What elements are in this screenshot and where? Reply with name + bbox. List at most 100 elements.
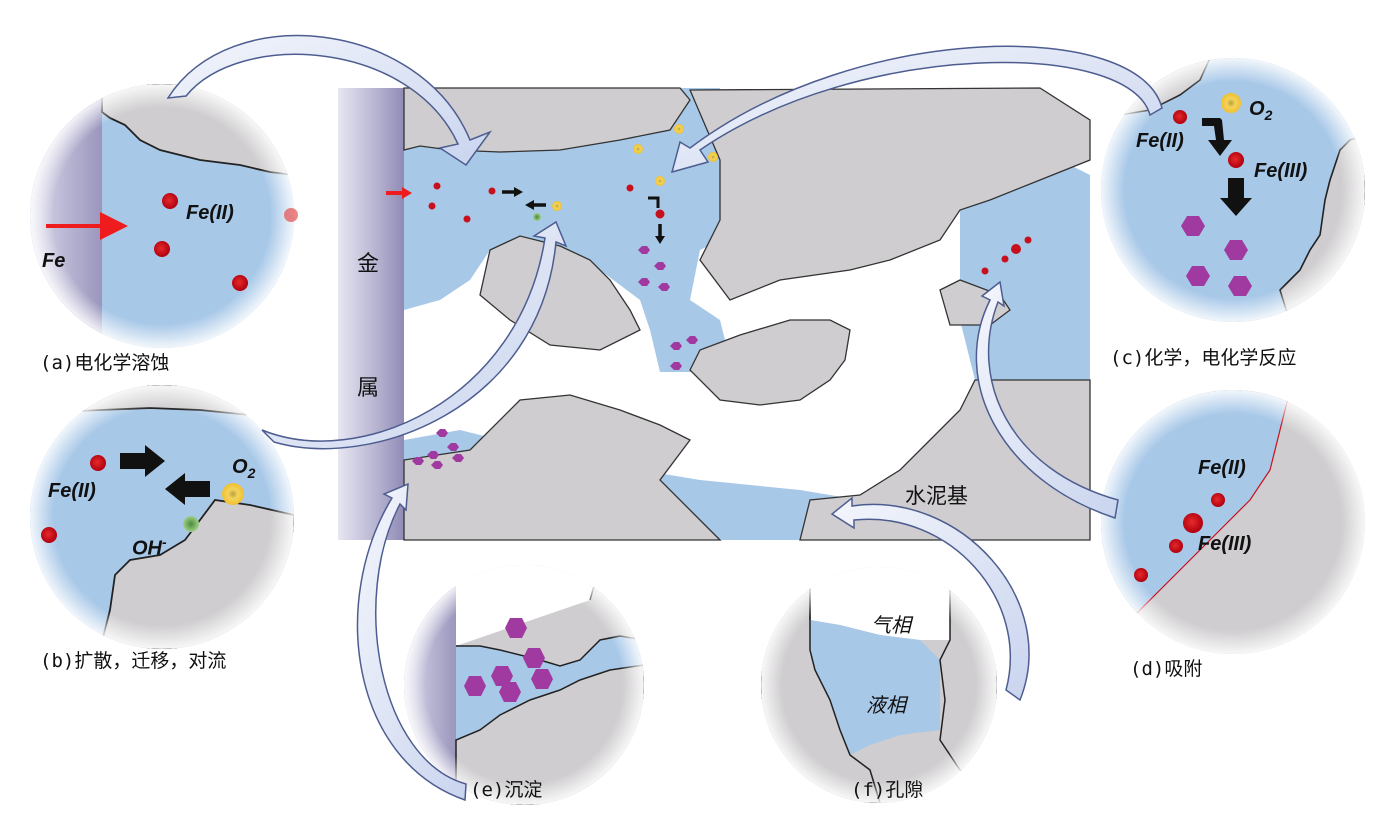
- precipitates-c: [1181, 216, 1252, 296]
- fe2-label-d: Fe(II): [1198, 457, 1246, 479]
- fe3-label-c: Fe(III): [1254, 160, 1308, 182]
- panel-e: [404, 565, 644, 805]
- precipitate: [427, 451, 439, 459]
- fe2-label-c: Fe(II): [1136, 130, 1184, 152]
- caption-d: (d)吸附: [1130, 658, 1203, 680]
- precipitate: [505, 618, 527, 638]
- red-arrow-a: [46, 212, 128, 240]
- fe3-label-d: Fe(III): [1198, 533, 1252, 555]
- fe-ion: [41, 527, 57, 543]
- fe-ion: [428, 202, 436, 210]
- panel-b: [30, 385, 294, 649]
- black-arrow-left-head: [525, 200, 534, 210]
- arrow-a-to-center: [166, 34, 493, 167]
- fe-ion: [1173, 110, 1187, 124]
- o2-molecule: [1221, 93, 1241, 113]
- precipitate: [499, 682, 521, 702]
- fe-ion: [488, 187, 496, 195]
- reaction-arrow-c: [1202, 118, 1232, 156]
- fe-ion: [90, 455, 106, 471]
- fe-ion: [981, 267, 989, 275]
- reaction-arrow-main: [648, 196, 660, 208]
- o2-molecule: [674, 124, 684, 134]
- arrow-left-b: [165, 473, 210, 505]
- precipitate: [654, 262, 666, 270]
- arrow-d-to-center: [975, 280, 1119, 519]
- fe-ion: [655, 209, 665, 219]
- arrow-e-to-center: [356, 482, 467, 802]
- arrow-c-to-center: [670, 45, 1163, 174]
- precipitate: [1228, 276, 1252, 296]
- fe-ion: [433, 182, 441, 190]
- fe-ion: [1024, 236, 1032, 244]
- fe-ions-main: [428, 182, 1032, 275]
- curved-arrows: [166, 34, 1163, 802]
- precipitate: [452, 454, 464, 462]
- gas-phase-label: 气相: [871, 613, 911, 637]
- panel-d: [1101, 390, 1365, 654]
- precipitate: [531, 669, 553, 689]
- metal-label-1: 金: [357, 252, 380, 277]
- liquid-phase-label: 液相: [866, 693, 906, 717]
- reaction-arrow-down-head: [655, 236, 665, 244]
- precipitate: [491, 666, 513, 686]
- precipitate: [638, 278, 650, 286]
- fe-ion: [1211, 493, 1225, 507]
- o2-molecule: [708, 152, 718, 162]
- arrow-f-to-center: [830, 496, 1030, 702]
- caption-e: (e)沉淀: [470, 779, 543, 801]
- o2-label-b: O2: [232, 456, 256, 481]
- o2-molecule: [633, 144, 643, 154]
- arrow-b-to-center: [261, 220, 568, 450]
- o2-molecule: [655, 176, 665, 186]
- fe-ion: [626, 184, 634, 192]
- fe2-label-a: Fe(II): [186, 202, 234, 224]
- o2-molecules-main: [533, 124, 718, 221]
- metal-bar: [338, 88, 404, 540]
- fe-ion: [154, 241, 170, 257]
- caption-a: (a)电化学溶蚀: [40, 352, 170, 374]
- precipitate: [1181, 216, 1205, 236]
- fe-label-a: Fe: [42, 250, 66, 272]
- metal-label-2: 属: [357, 376, 380, 401]
- precipitate: [670, 362, 682, 370]
- oh-ion: [533, 213, 541, 221]
- o2-molecule: [222, 483, 244, 505]
- precipitate: [436, 429, 448, 437]
- precipitates-e: [464, 618, 553, 702]
- precipitate: [523, 648, 545, 668]
- solution-channel-right: [960, 165, 1090, 380]
- oh-label-b: OH-: [132, 534, 167, 560]
- caption-f: (f)孔隙: [851, 779, 924, 801]
- precipitate: [1186, 266, 1210, 286]
- precipitate: [1224, 240, 1248, 260]
- caption-b: (b)扩散，迁移，对流: [40, 650, 227, 672]
- fe-ion: [1228, 152, 1244, 168]
- fe-ion: [1001, 255, 1009, 263]
- fe-ion: [1169, 539, 1183, 553]
- precipitate: [431, 461, 443, 469]
- fe-ion: [1134, 568, 1148, 582]
- o2-label-c: O2: [1249, 98, 1273, 123]
- fe2-label-b: Fe(II): [48, 480, 96, 502]
- fe-ion: [232, 275, 248, 291]
- down-arrow-c: [1220, 178, 1252, 216]
- black-arrow-right-head: [514, 187, 523, 197]
- precipitate: [447, 443, 459, 451]
- fe-ion: [463, 215, 471, 223]
- fe-ion: [162, 193, 178, 209]
- precipitate: [464, 676, 486, 696]
- red-arrow-head: [402, 187, 412, 199]
- precipitate: [658, 283, 670, 291]
- precipitate: [686, 336, 698, 344]
- fe-ion: [1183, 513, 1203, 533]
- caption-c: (c)化学，电化学反应: [1110, 347, 1297, 369]
- panel-f: [761, 567, 997, 803]
- oh-ion: [183, 516, 199, 532]
- fe-ion: [284, 208, 298, 222]
- o2-molecule: [552, 201, 562, 211]
- panel-a: [30, 84, 294, 348]
- arrow-right-b: [120, 445, 165, 477]
